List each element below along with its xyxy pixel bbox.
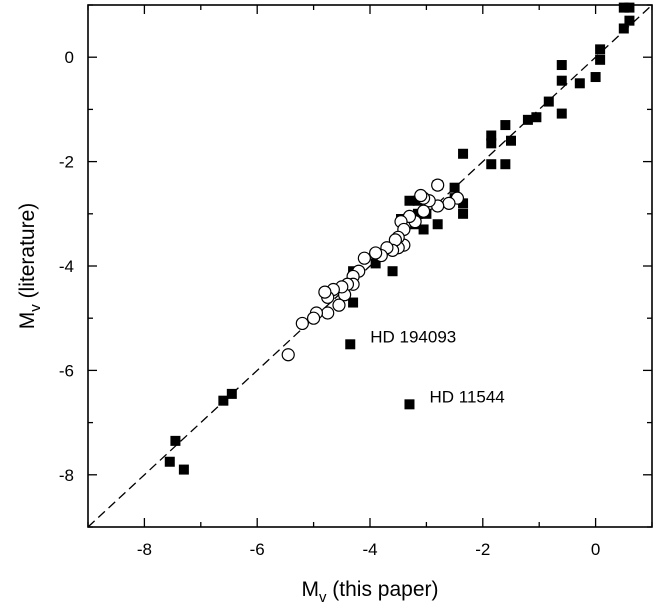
data-point-square bbox=[543, 96, 554, 107]
data-point-square bbox=[556, 108, 567, 119]
data-point-square bbox=[226, 388, 237, 399]
data-point-square bbox=[500, 159, 511, 170]
data-point-square bbox=[618, 2, 629, 13]
x-tick-label: -4 bbox=[362, 540, 377, 559]
tick-labels: -8 -6 -4 -2 0 0 -2 -4 -6 -8 bbox=[59, 48, 600, 559]
data-point-square bbox=[506, 135, 516, 146]
data-point-circle bbox=[369, 246, 383, 260]
data-point-square bbox=[500, 120, 511, 131]
data-point-square bbox=[432, 219, 443, 230]
data-point-square bbox=[370, 258, 381, 269]
data-point-square bbox=[624, 15, 635, 26]
data-point-square bbox=[449, 182, 460, 193]
data-point-square bbox=[418, 224, 429, 235]
data-point-square bbox=[404, 399, 415, 410]
data-point-square bbox=[486, 138, 497, 149]
data-point-square bbox=[345, 339, 356, 350]
y-tick-label: -6 bbox=[59, 361, 74, 380]
data-point-square bbox=[170, 435, 181, 446]
annotation-label: HD 11544 bbox=[429, 387, 504, 406]
data-point-circle bbox=[318, 285, 332, 299]
reference-line bbox=[87, 4, 653, 528]
data-point-square bbox=[458, 198, 469, 209]
data-points bbox=[164, 2, 635, 475]
data-point-square bbox=[178, 464, 189, 475]
annotations: HD 194093 HD 11544 bbox=[370, 327, 505, 406]
data-point-square bbox=[624, 2, 635, 13]
data-point-square bbox=[618, 23, 629, 34]
data-point-square bbox=[556, 75, 567, 86]
data-point-square bbox=[458, 208, 469, 219]
data-point-circle bbox=[442, 196, 456, 210]
data-point-circle bbox=[321, 306, 335, 320]
annotation-label: HD 194093 bbox=[370, 327, 456, 346]
data-point-square bbox=[486, 130, 497, 141]
data-point-square bbox=[164, 456, 175, 467]
y-tick-label: 0 bbox=[65, 48, 74, 67]
plot-frame bbox=[87, 4, 653, 528]
data-point-circle bbox=[414, 188, 428, 203]
x-tick-label: -6 bbox=[250, 540, 265, 559]
data-point-square bbox=[486, 159, 497, 170]
data-point-square bbox=[348, 297, 359, 308]
data-point-square bbox=[531, 112, 542, 123]
y-tick-label: -4 bbox=[59, 257, 74, 276]
data-point-circle bbox=[357, 251, 371, 265]
x-tick-label: 0 bbox=[591, 540, 600, 559]
data-point-square bbox=[404, 195, 415, 206]
data-point-circle bbox=[431, 178, 445, 192]
data-point-circle bbox=[281, 348, 295, 362]
data-point-square bbox=[595, 54, 606, 65]
data-point-square bbox=[574, 78, 585, 89]
data-point-circle bbox=[416, 204, 431, 218]
data-point-square bbox=[590, 72, 601, 83]
data-point-square bbox=[522, 114, 533, 125]
y-tick-label: -8 bbox=[59, 466, 74, 485]
data-point-square bbox=[387, 266, 398, 277]
x-axis-label: Mv (this paper) bbox=[301, 578, 438, 606]
y-axis-label: Mv (literature) bbox=[16, 203, 44, 330]
data-point-square bbox=[556, 60, 567, 71]
y-tick-label: -2 bbox=[59, 153, 74, 172]
data-point-circle bbox=[332, 298, 346, 312]
data-point-square bbox=[218, 395, 229, 406]
data-point-circle bbox=[295, 316, 309, 331]
x-tick-label: -8 bbox=[137, 540, 152, 559]
x-tick-label: -2 bbox=[475, 540, 490, 559]
data-point-square bbox=[595, 44, 606, 55]
data-point-square bbox=[458, 148, 469, 159]
data-point-circle bbox=[307, 311, 321, 325]
